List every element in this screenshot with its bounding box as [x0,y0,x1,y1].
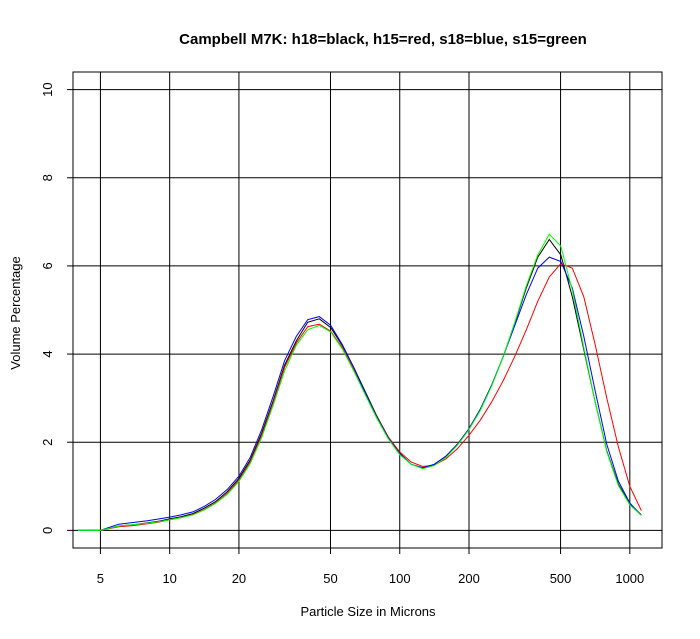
grid [73,72,662,548]
y-axis-label: Volume Percentage [8,256,23,369]
x-tick-label: 20 [232,571,246,586]
series-line-4 [78,233,642,531]
series-line-2 [78,263,642,531]
x-tick-label: 1000 [615,571,644,586]
x-axis-label: Particle Size in Microns [300,604,436,619]
y-tick-label: 4 [40,350,55,357]
x-tick-label: 50 [323,571,337,586]
plot-frame [72,71,663,549]
y-tick-label: 6 [40,262,55,269]
y-tick-label: 8 [40,174,55,181]
x-tick-label: 200 [458,571,480,586]
series-line-1 [78,238,642,531]
y-tick-label: 10 [40,82,55,96]
series-group [78,233,642,531]
y-tick-label: 2 [40,439,55,446]
chart-title: Campbell M7K: h18=black, h15=red, s18=bl… [179,31,587,48]
x-axis: 5 10 20 50 100 200 500 1000 [97,548,644,586]
x-tick-label: 500 [550,571,572,586]
x-tick-label: 10 [162,571,176,586]
y-axis: 0 2 4 6 8 10 [40,82,73,534]
x-tick-label: 100 [389,571,411,586]
y-tick-label: 0 [40,527,55,534]
x-tick-label: 5 [97,571,104,586]
series-line-3 [78,256,642,531]
